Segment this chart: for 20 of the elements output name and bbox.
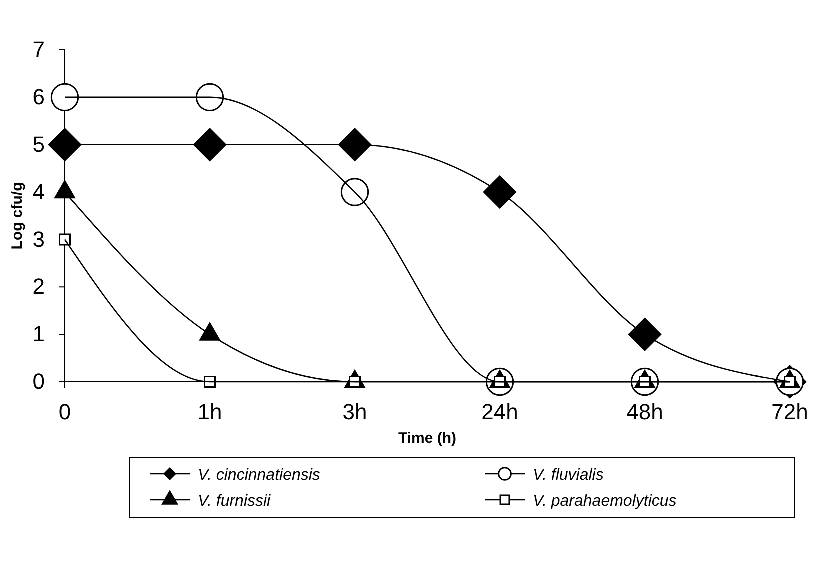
x-tick-label: 24h — [482, 400, 518, 425]
y-tick-label: 1 — [32, 322, 45, 347]
x-tick-label: 0 — [58, 400, 72, 425]
x-tick-label: 72h — [772, 400, 808, 425]
legend-label: V. furnissii — [198, 493, 272, 510]
y-axis-title: Log cfu/g — [9, 182, 26, 250]
y-tick-label: 3 — [32, 226, 45, 252]
y-tick-label: 5 — [32, 132, 45, 157]
y-tick-label: 4 — [32, 179, 45, 204]
x-axis-title: Time (h) — [398, 430, 457, 447]
y-tick-label: 6 — [32, 84, 45, 110]
y-tick-label: 2 — [32, 274, 45, 300]
legend-label: V. cincinnatiensis — [198, 467, 320, 484]
x-tick-label: 48h — [626, 400, 664, 425]
x-tick-label: 3h — [342, 400, 368, 425]
legend-label: V. fluvialis — [533, 467, 604, 484]
x-tick-label: 1h — [198, 400, 222, 425]
y-tick-label: 7 — [32, 37, 45, 62]
y-tick-label: 0 — [32, 369, 45, 394]
legend-label: V. parahaemolyticus — [533, 493, 677, 510]
